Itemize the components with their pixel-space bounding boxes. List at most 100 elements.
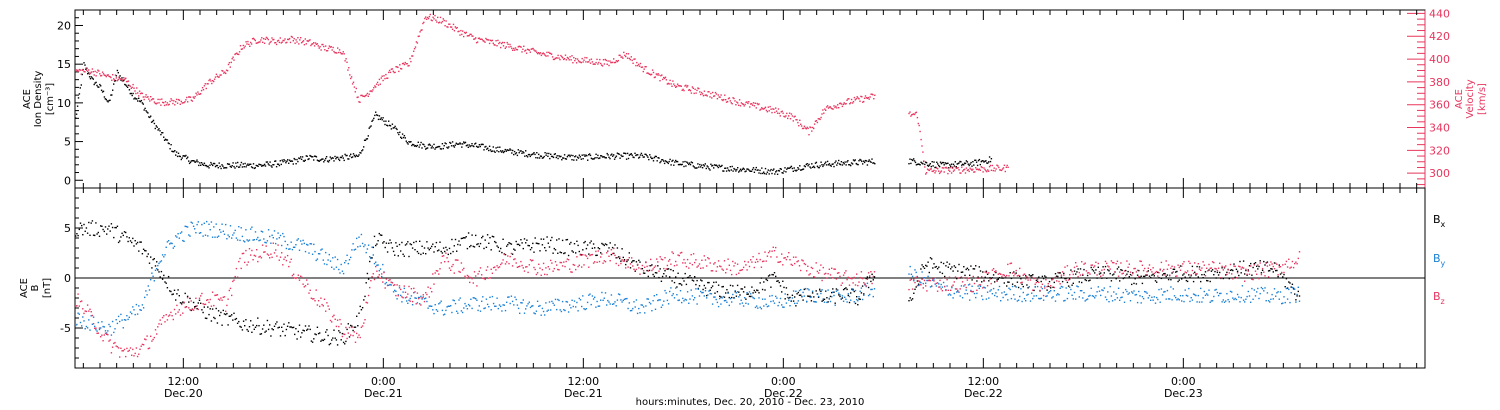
bx-point (532, 242, 534, 245)
bx-point (857, 304, 859, 306)
bx-point (75, 235, 77, 237)
velocity-point (914, 112, 917, 114)
density-point (458, 143, 460, 145)
density-point (944, 162, 946, 164)
density-point (91, 77, 94, 79)
bz-point (834, 268, 836, 270)
velocity-point (254, 39, 256, 42)
density-point (562, 157, 564, 159)
density-point (516, 154, 519, 157)
density-point (751, 168, 754, 171)
velocity-point (789, 118, 792, 120)
by-point (832, 291, 834, 293)
bx-point (972, 268, 974, 270)
density-point (245, 166, 247, 168)
by-point (81, 325, 83, 327)
bx-point (990, 277, 992, 280)
density-point (849, 164, 851, 166)
density-point (925, 162, 928, 164)
velocity-point (360, 94, 362, 97)
bz-point (231, 294, 233, 297)
by-point (1166, 289, 1169, 292)
bx-point (794, 296, 796, 298)
bz-point (110, 352, 113, 354)
density-point (249, 163, 251, 165)
bx-point (82, 234, 84, 236)
by-point (385, 281, 388, 284)
by-point (348, 259, 351, 261)
by-point (916, 275, 919, 278)
velocity-point (633, 58, 635, 60)
by-point (910, 273, 913, 275)
by-point (264, 241, 266, 244)
bx-point (559, 251, 561, 253)
bz-point (221, 299, 223, 301)
bz-point (709, 262, 711, 264)
density-point (858, 160, 860, 162)
by-point (491, 295, 494, 298)
by-point (558, 299, 560, 302)
density-point (757, 169, 759, 171)
density-point (606, 152, 608, 155)
velocity-point (761, 107, 763, 109)
density-point (94, 82, 96, 84)
bx-point (1206, 279, 1208, 282)
density-point (298, 157, 300, 159)
by-point (1233, 298, 1235, 301)
by-point (533, 312, 535, 314)
density-point (490, 150, 493, 153)
velocity-point (416, 42, 419, 44)
density-point (591, 158, 594, 160)
velocity-point (287, 38, 289, 41)
density-point (525, 150, 527, 152)
density-point (676, 160, 679, 163)
bx-point (1165, 275, 1167, 278)
by-point (1175, 296, 1177, 299)
by-point (571, 299, 573, 301)
density-point (420, 141, 422, 144)
bx-point (304, 325, 307, 327)
bx-point (1088, 280, 1090, 282)
bz-point (423, 300, 426, 303)
density-point (553, 153, 556, 156)
bx-point (309, 328, 311, 331)
density-point (229, 165, 231, 168)
velocity-point (695, 92, 697, 94)
velocity-point (557, 54, 559, 57)
density-point (659, 161, 661, 164)
by-point (627, 307, 629, 310)
bz-point (223, 296, 226, 298)
velocity-point (157, 98, 159, 101)
density-point (452, 145, 455, 147)
density-point (301, 156, 304, 158)
bx-point (595, 254, 597, 257)
velocity-point (220, 74, 222, 76)
by-point (256, 238, 258, 241)
density-point (286, 160, 288, 162)
by-point (475, 298, 477, 300)
by-point (570, 307, 572, 309)
bx-point (259, 333, 261, 335)
velocity-point (728, 97, 731, 99)
velocity-point (800, 123, 802, 125)
bx-point (284, 334, 286, 337)
velocity-point (647, 72, 649, 74)
by-point (1031, 292, 1033, 294)
density-point (717, 166, 719, 169)
bz-point (577, 265, 579, 268)
density-point (934, 166, 936, 169)
by-point (566, 301, 569, 303)
velocity-point (436, 21, 438, 23)
density-point (483, 149, 485, 151)
velocity-point (193, 97, 195, 99)
velocity-point (813, 123, 816, 125)
velocity-point (221, 69, 223, 72)
by-point (225, 223, 227, 226)
velocity-point (800, 125, 803, 127)
density-point (188, 162, 191, 165)
by-point (1066, 297, 1069, 300)
density-point (688, 162, 691, 164)
density-point (834, 161, 836, 164)
velocity-point (206, 83, 208, 85)
density-point (939, 161, 942, 163)
